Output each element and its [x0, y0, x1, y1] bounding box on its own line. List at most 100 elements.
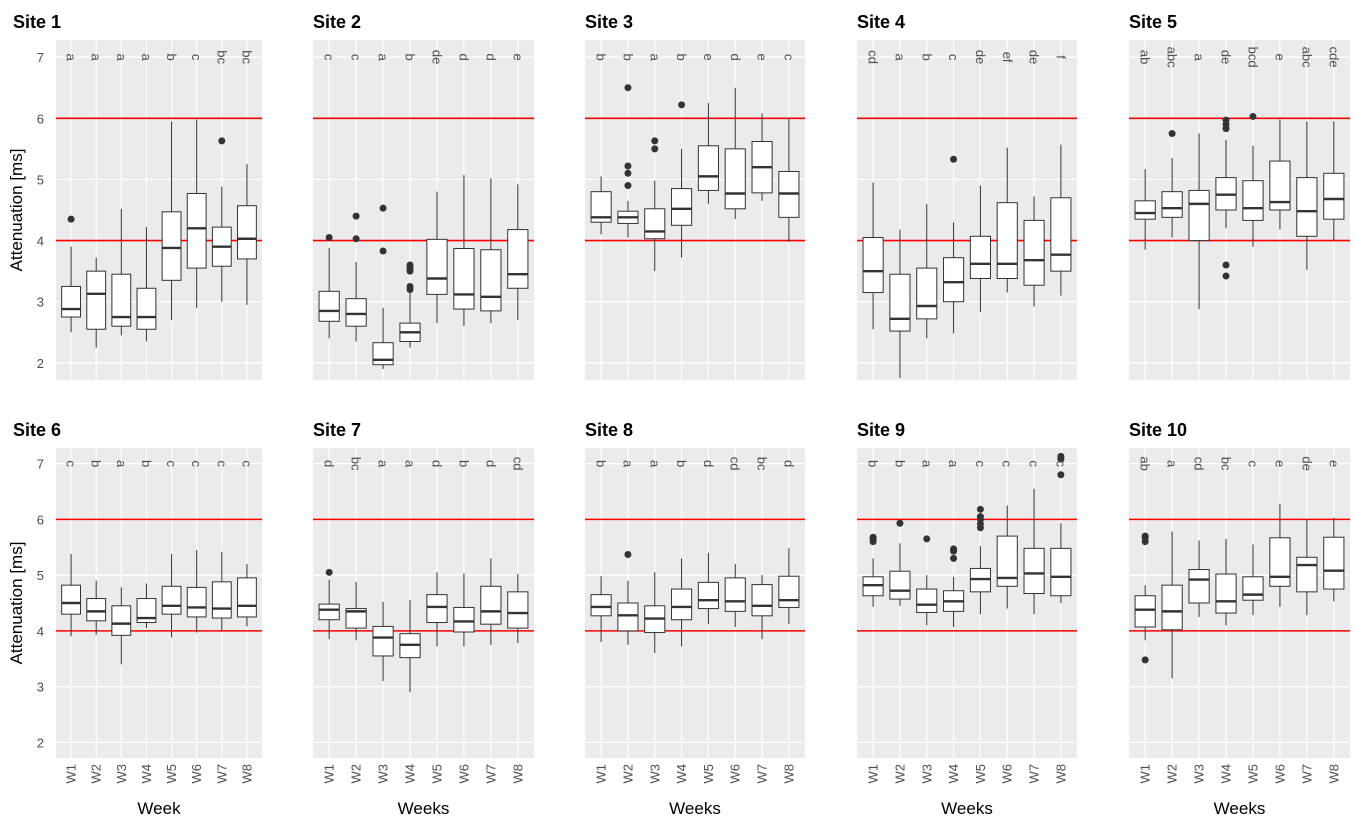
significance-letter: a	[647, 460, 662, 468]
x-tick-label: W2	[89, 764, 104, 784]
significance-letter: d	[781, 460, 796, 467]
panel-title: Site 8	[585, 420, 633, 440]
significance-letter: d	[483, 54, 498, 61]
box	[111, 605, 132, 636]
box	[889, 273, 911, 332]
panel-title: Site 10	[1129, 420, 1187, 440]
significance-letter: bc	[1219, 457, 1234, 471]
x-tick-label: W2	[1165, 764, 1180, 784]
box	[186, 586, 207, 618]
outlier	[1141, 656, 1149, 664]
outlier	[651, 145, 659, 153]
x-tick-label: W8	[781, 764, 796, 784]
y-tick-label: 6	[37, 512, 44, 527]
x-tick-label: W7	[214, 764, 229, 784]
significance-letter: ab	[1138, 50, 1153, 64]
box	[943, 257, 965, 303]
box	[916, 267, 938, 320]
significance-letter: b	[139, 460, 154, 467]
significance-letter: c	[64, 460, 79, 467]
y-tick-label: 7	[37, 50, 44, 65]
box	[1188, 189, 1210, 242]
outlier	[406, 282, 414, 290]
significance-letter: a	[1165, 460, 1180, 468]
outlier	[950, 155, 958, 163]
box	[1050, 547, 1072, 597]
box	[996, 535, 1018, 587]
significance-letter: c	[189, 54, 204, 61]
x-axis-label: Weeks	[669, 799, 721, 818]
x-tick-label: W7	[1027, 764, 1042, 784]
box	[1242, 576, 1264, 601]
significance-letter: b	[919, 54, 934, 61]
significance-letter: ef	[1000, 52, 1015, 63]
box	[1242, 180, 1264, 221]
box	[1161, 584, 1183, 631]
x-axis-label: Week	[137, 799, 181, 818]
panel-title: Site 2	[313, 12, 361, 32]
outlier	[624, 169, 632, 177]
box	[916, 588, 938, 613]
y-tick-label: 5	[37, 172, 44, 187]
significance-letter: cd	[1192, 457, 1207, 471]
x-tick-label: W4	[674, 764, 689, 784]
box	[671, 188, 693, 226]
outlier	[67, 215, 75, 223]
x-tick-label: W8	[1326, 764, 1341, 784]
significance-letter: c	[349, 54, 364, 61]
x-axis-label: Weeks	[1214, 799, 1266, 818]
box	[453, 606, 475, 633]
x-tick-label: W4	[1219, 764, 1234, 784]
panel-title: Site 5	[1129, 12, 1177, 32]
x-tick-label: W8	[239, 764, 254, 784]
x-tick-label: W3	[114, 764, 129, 784]
significance-letter: c	[781, 54, 796, 61]
significance-letter: a	[620, 460, 635, 468]
significance-letter: e	[1272, 54, 1287, 61]
significance-letter: e	[1272, 460, 1287, 467]
box	[86, 270, 107, 330]
significance-letter: a	[892, 54, 907, 62]
x-tick-label: W2	[349, 764, 364, 784]
significance-letter: cd	[866, 50, 881, 64]
y-axis-label: Attenuation [ms]	[7, 542, 26, 665]
box	[426, 594, 448, 624]
significance-letter: c	[239, 460, 254, 467]
outlier	[923, 535, 931, 543]
box	[1023, 219, 1045, 286]
significance-letter: a	[114, 460, 129, 468]
box	[372, 342, 394, 366]
outlier	[379, 204, 387, 212]
outlier	[1249, 112, 1257, 120]
box	[590, 594, 612, 617]
box	[1134, 595, 1156, 628]
x-tick-label: W8	[1053, 764, 1068, 784]
significance-letter: c	[189, 460, 204, 467]
significance-letter: a	[376, 54, 391, 62]
box	[136, 598, 157, 624]
box	[318, 290, 340, 322]
x-tick-label: W6	[1272, 764, 1287, 784]
outlier	[1141, 532, 1149, 540]
significance-letter: c	[1053, 460, 1068, 467]
panel-background	[585, 40, 805, 380]
x-axis-label: Weeks	[398, 799, 450, 818]
x-tick-label: W1	[866, 764, 881, 784]
significance-letter: cd	[510, 457, 525, 471]
box	[426, 238, 448, 295]
x-tick-label: W4	[946, 764, 961, 784]
x-tick-label: W6	[189, 764, 204, 784]
outlier	[651, 137, 659, 145]
x-tick-label: W5	[973, 764, 988, 784]
x-tick-label: W3	[919, 764, 934, 784]
box	[480, 585, 502, 625]
outlier	[325, 568, 333, 576]
outlier	[352, 212, 360, 220]
x-tick-label: W4	[403, 764, 418, 784]
box	[1323, 172, 1345, 220]
box	[889, 570, 911, 600]
significance-letter: d	[701, 460, 716, 467]
significance-letter: b	[594, 460, 609, 467]
panel-title: Site 4	[857, 12, 905, 32]
box	[136, 287, 157, 330]
